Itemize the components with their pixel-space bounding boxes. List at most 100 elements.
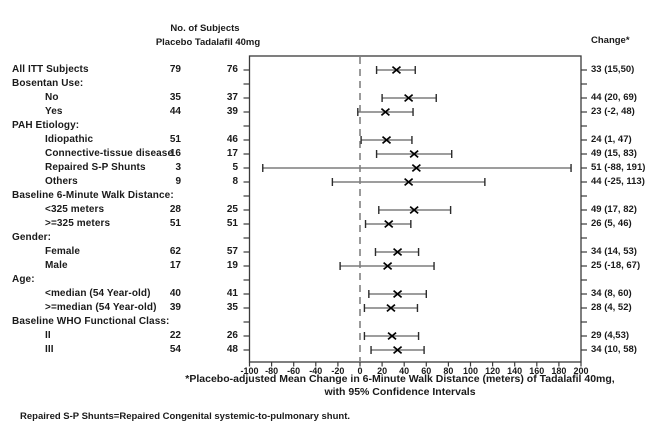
ci-and-point-estimate <box>375 65 416 75</box>
tadalafil-n-value: 46 <box>226 134 238 145</box>
x-axis-tick-label: -20 <box>331 366 345 376</box>
tadalafil-n-value: 51 <box>226 218 238 229</box>
ci-and-point-estimate <box>262 163 572 173</box>
ci-and-point-estimate <box>331 177 486 187</box>
change-estimate-value: 25 (-18, 67) <box>591 260 641 271</box>
tadalafil-n-value: 19 <box>226 260 238 271</box>
placebo-n-value: 44 <box>169 106 181 117</box>
ci-and-point-estimate <box>378 205 452 215</box>
tadalafil-n-value: 35 <box>226 302 238 313</box>
row-label: Idiopathic <box>45 134 94 145</box>
chart-caption: *Placebo-adjusted Mean Change in 6-Minut… <box>118 373 657 399</box>
placebo-n-value: 35 <box>169 92 181 103</box>
row-label: >=325 meters <box>45 218 111 229</box>
x-marker <box>404 93 414 103</box>
change-estimate-value: 49 (17, 82) <box>591 204 637 215</box>
row-label: All ITT Subjects <box>12 64 89 75</box>
plot-frame <box>248 55 582 363</box>
x-axis-tick-label: -80 <box>265 366 279 376</box>
ci-and-point-estimate <box>339 261 435 271</box>
x-marker <box>384 219 394 229</box>
row-label: No <box>45 92 59 103</box>
ci-and-point-estimate <box>370 345 425 355</box>
ci-and-point-estimate <box>381 93 437 103</box>
placebo-n-value: 16 <box>169 148 181 159</box>
tadalafil-n-value: 26 <box>226 330 238 341</box>
tadalafil-n-value: 48 <box>226 344 238 355</box>
x-axis-tick-label: -100 <box>240 366 259 376</box>
ci-and-point-estimate <box>364 219 412 229</box>
ci-and-point-estimate <box>363 331 420 341</box>
row-label: III <box>45 344 54 355</box>
x-marker <box>387 331 397 341</box>
tadalafil-n-value: 8 <box>232 176 238 187</box>
placebo-n-value: 9 <box>175 176 181 187</box>
tadalafil-n-value: 25 <box>226 204 238 215</box>
change-estimate-value: 44 (-25, 113) <box>591 176 645 187</box>
change-column-header: Change* <box>591 35 630 46</box>
x-marker <box>393 345 403 355</box>
x-axis-tick-label: 100 <box>462 366 479 376</box>
row-label: Others <box>45 176 78 187</box>
subjects-count-group-header: No. of Subjects <box>170 23 240 34</box>
x-marker <box>391 65 402 75</box>
x-axis-tick-label: 0 <box>357 366 363 376</box>
x-axis-tick-label: -60 <box>287 366 301 376</box>
row-label: Connective-tissue disease <box>45 148 174 159</box>
row-label: >=median (54 Year-old) <box>45 302 157 313</box>
x-marker <box>409 149 419 159</box>
x-axis-tick-label: 180 <box>551 366 567 376</box>
x-marker <box>393 289 403 299</box>
placebo-n-value: 51 <box>169 134 181 145</box>
row-label: <median (54 Year-old) <box>45 288 151 299</box>
change-estimate-value: 34 (8, 60) <box>591 288 632 299</box>
placebo-n-value: 79 <box>169 64 181 75</box>
ci-and-point-estimate <box>360 135 413 145</box>
x-marker <box>393 247 403 257</box>
x-marker <box>404 177 414 187</box>
tadalafil-n-value: 57 <box>226 246 238 257</box>
placebo-n-value: 3 <box>175 162 181 173</box>
x-axis-tick-label: 20 <box>377 366 388 376</box>
change-estimate-value: 33 (15,50) <box>591 64 635 75</box>
placebo-n-value: 40 <box>169 288 181 299</box>
change-estimate-value: 49 (15, 83) <box>591 148 637 159</box>
x-marker <box>380 107 390 117</box>
subgroup-header-label: Baseline 6-Minute Walk Distance: <box>12 190 174 201</box>
tadalafil-n-value: 5 <box>232 162 238 173</box>
ci-and-point-estimate <box>357 107 414 117</box>
placebo-n-value: 62 <box>169 246 181 257</box>
subgroup-header-label: PAH Etiology: <box>12 120 80 131</box>
change-estimate-value: 51 (-88, 191) <box>591 162 646 173</box>
tadalafil-n-value: 17 <box>226 148 238 159</box>
x-axis-tick-label: 120 <box>485 366 501 376</box>
x-axis-tick-label: 40 <box>399 366 410 376</box>
row-label: <325 meters <box>45 204 105 215</box>
ci-and-point-estimate <box>375 149 453 159</box>
treatment-columns-header: Placebo Tadalafil 40mg <box>155 37 261 48</box>
tadalafil-n-value: 37 <box>226 92 238 103</box>
subgroup-header-label: Baseline WHO Functional Class: <box>12 316 170 327</box>
row-label: Male <box>45 260 68 271</box>
ci-and-point-estimate <box>368 289 427 299</box>
ci-and-point-estimate <box>363 303 419 313</box>
x-marker <box>386 303 396 313</box>
row-label: II <box>45 330 51 341</box>
subgroup-header-label: Gender: <box>12 232 52 243</box>
placebo-n-value: 28 <box>169 204 181 215</box>
x-marker <box>383 261 393 271</box>
change-estimate-value: 28 (4, 52) <box>591 302 632 313</box>
x-axis-tick-label: 60 <box>421 366 432 376</box>
change-estimate-value: 44 (20, 69) <box>591 92 637 103</box>
caption-line-2: with 95% Confidence Intervals <box>324 386 476 398</box>
row-label: Female <box>45 246 81 257</box>
row-label: Repaired S-P Shunts <box>45 162 146 173</box>
caption-line-1: *Placebo-adjusted Mean Change in 6-Minut… <box>185 373 615 385</box>
change-estimate-value: 34 (14, 53) <box>591 246 637 257</box>
footnote: Repaired S-P Shunts=Repaired Congenital … <box>20 411 351 422</box>
placebo-n-value: 39 <box>169 302 181 313</box>
placebo-n-value: 22 <box>169 330 181 341</box>
x-axis-tick-label: -40 <box>309 366 323 376</box>
